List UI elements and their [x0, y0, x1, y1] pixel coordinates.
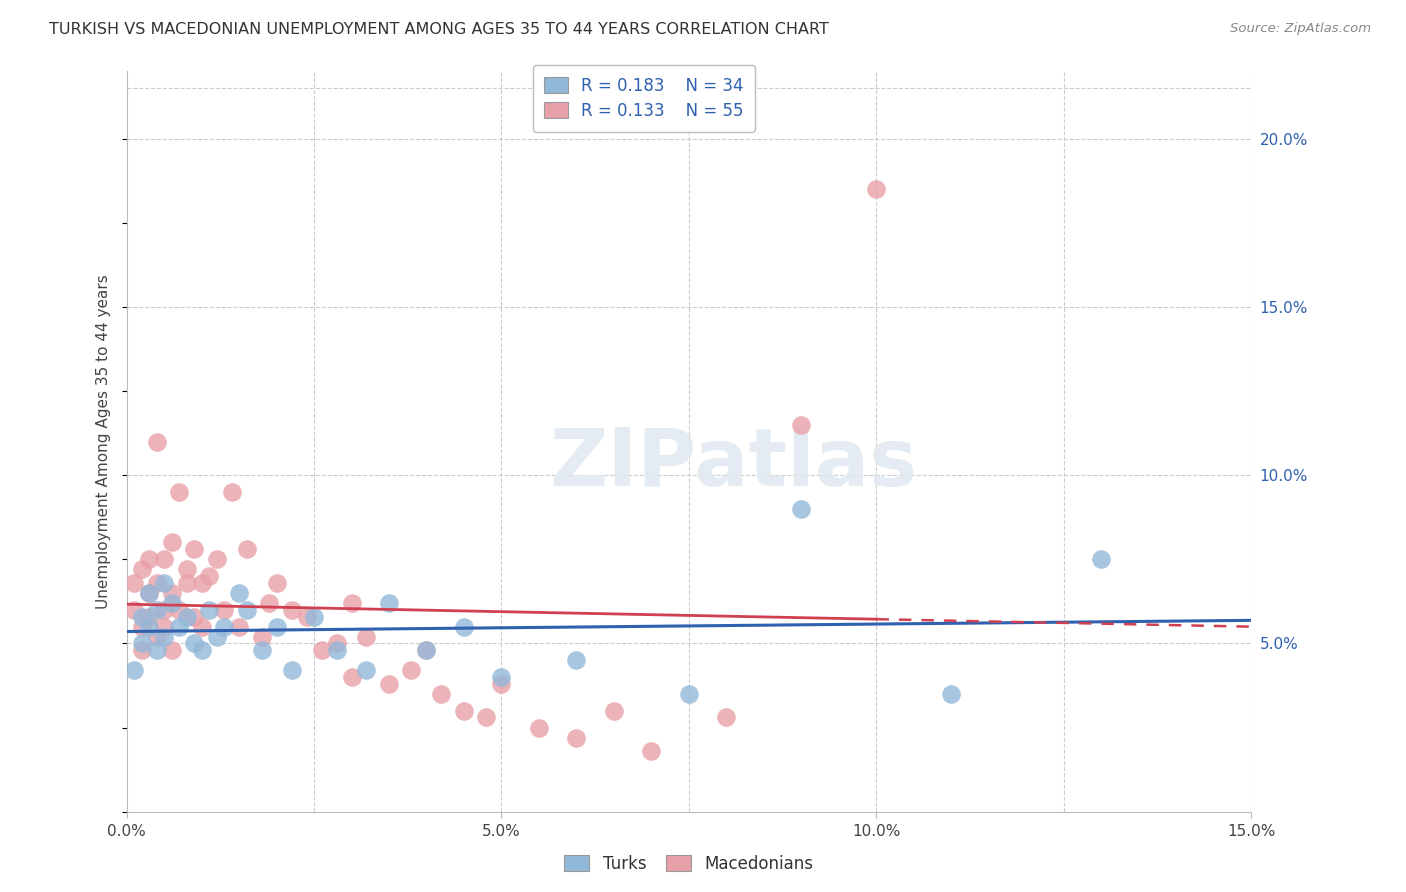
Point [198, 603, 221, 617]
Point [235, 542, 257, 557]
Point [1090, 552, 1112, 566]
Point [176, 609, 198, 624]
Point [250, 630, 273, 644]
Point [167, 603, 190, 617]
Point [941, 687, 963, 701]
Point [190, 575, 212, 590]
Point [790, 417, 813, 432]
Point [235, 603, 257, 617]
Point [138, 609, 160, 624]
Text: Source: ZipAtlas.com: Source: ZipAtlas.com [1230, 22, 1371, 36]
Point [527, 721, 550, 735]
Point [122, 575, 145, 590]
Point [266, 575, 288, 590]
Point [183, 609, 205, 624]
Point [311, 643, 333, 657]
Point [138, 586, 160, 600]
Point [865, 182, 887, 196]
Point [228, 619, 250, 633]
Point [401, 664, 423, 678]
Point [176, 575, 198, 590]
Point [340, 596, 363, 610]
Point [138, 619, 160, 633]
Point [190, 619, 212, 633]
Point [603, 704, 626, 718]
Point [122, 664, 145, 678]
Point [280, 603, 302, 617]
Point [205, 552, 228, 566]
Point [716, 710, 738, 724]
Point [325, 636, 347, 650]
Point [565, 731, 588, 745]
Point [430, 687, 453, 701]
Point [160, 643, 183, 657]
Point [145, 643, 167, 657]
Point [198, 569, 221, 583]
Point [131, 636, 153, 650]
Point [280, 664, 302, 678]
Point [250, 643, 273, 657]
Legend: R = 0.183    N = 34, R = 0.133    N = 55: R = 0.183 N = 34, R = 0.133 N = 55 [533, 65, 755, 132]
Point [453, 619, 475, 633]
Point [131, 609, 153, 624]
Point [153, 619, 176, 633]
Point [295, 609, 318, 624]
Point [266, 619, 288, 633]
Y-axis label: Unemployment Among Ages 35 to 44 years: Unemployment Among Ages 35 to 44 years [96, 274, 111, 609]
Text: ZIPatlas: ZIPatlas [550, 425, 918, 503]
Legend: Turks, Macedonians: Turks, Macedonians [558, 848, 820, 880]
Point [356, 630, 378, 644]
Point [415, 643, 437, 657]
Point [153, 552, 176, 566]
Point [340, 670, 363, 684]
Point [138, 586, 160, 600]
Point [356, 664, 378, 678]
Point [183, 542, 205, 557]
Point [176, 562, 198, 576]
Point [302, 609, 325, 624]
Point [167, 485, 190, 500]
Point [453, 704, 475, 718]
Point [160, 535, 183, 549]
Point [378, 677, 401, 691]
Text: TURKISH VS MACEDONIAN UNEMPLOYMENT AMONG AGES 35 TO 44 YEARS CORRELATION CHART: TURKISH VS MACEDONIAN UNEMPLOYMENT AMONG… [49, 22, 830, 37]
Point [565, 653, 588, 667]
Point [640, 744, 662, 758]
Point [678, 687, 700, 701]
Point [167, 619, 190, 633]
Point [228, 586, 250, 600]
Point [491, 670, 513, 684]
Point [257, 596, 280, 610]
Point [145, 603, 167, 617]
Point [790, 501, 813, 516]
Point [153, 630, 176, 644]
Point [122, 603, 145, 617]
Point [378, 596, 401, 610]
Point [212, 619, 235, 633]
Point [153, 603, 176, 617]
Point [415, 643, 437, 657]
Point [160, 586, 183, 600]
Point [212, 603, 235, 617]
Point [131, 643, 153, 657]
Point [205, 630, 228, 644]
Point [131, 619, 153, 633]
Point [491, 677, 513, 691]
Point [160, 596, 183, 610]
Point [153, 575, 176, 590]
Point [183, 636, 205, 650]
Point [138, 552, 160, 566]
Point [145, 434, 167, 449]
Point [145, 575, 167, 590]
Point [131, 562, 153, 576]
Point [325, 643, 347, 657]
Point [475, 710, 498, 724]
Point [190, 643, 212, 657]
Point [145, 630, 167, 644]
Point [221, 485, 243, 500]
